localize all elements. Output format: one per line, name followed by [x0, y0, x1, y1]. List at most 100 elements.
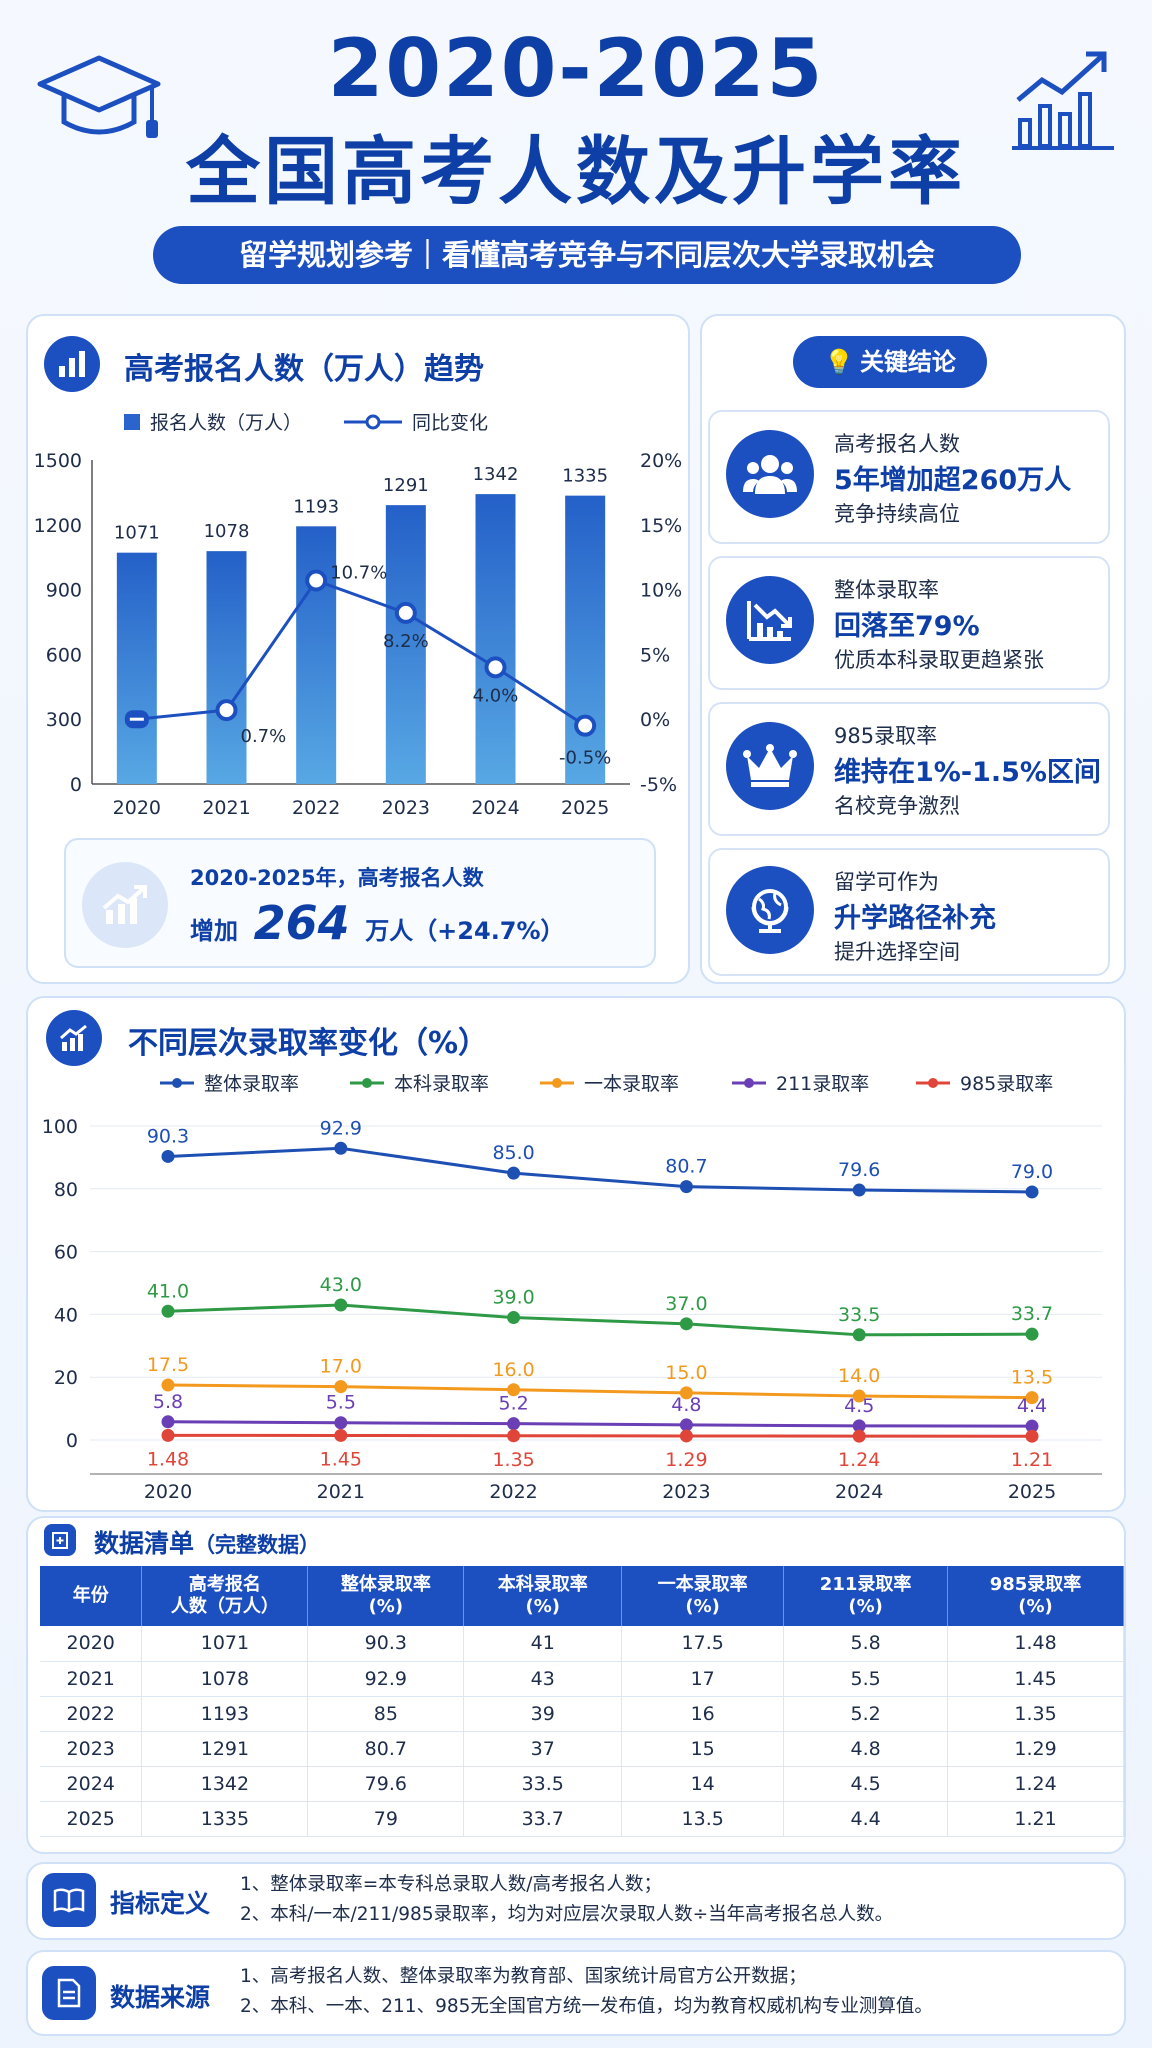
bar-2021 — [206, 551, 247, 784]
series-value-label: 14.0 — [838, 1365, 880, 1387]
table-cell: 1.45 — [947, 1661, 1124, 1697]
source-line-2: 2、本科、一本、211、985无全国官方统一发布值，均为教育权威机构专业测算值。 — [240, 1996, 933, 2017]
y2-tick-label: 10% — [640, 580, 682, 602]
table-cell: 5.5 — [783, 1661, 949, 1697]
legend-marker — [744, 1078, 754, 1088]
table-header-cell: 985录取率 (%) — [947, 1566, 1124, 1626]
table-cell: 2021 — [40, 1661, 143, 1697]
series-point — [507, 1311, 521, 1325]
clipboard-icon — [44, 1524, 76, 1556]
bar-value-label: 1193 — [293, 496, 339, 517]
yoy-change-line — [136, 578, 586, 727]
table-header-cell: 整体录取率 (%) — [307, 1566, 465, 1626]
key-point-3-note: 名校竞争激烈 — [834, 794, 960, 818]
y-tick-label: 40 — [54, 1304, 78, 1326]
series-value-label: 37.0 — [665, 1293, 707, 1315]
y-tick-label: 1200 — [34, 515, 82, 537]
key-point-3-highlight: 维持在1%-1.5%区间 — [834, 757, 1101, 788]
series-value-label: 41.0 — [147, 1280, 189, 1302]
legend-bar-swatch — [124, 413, 140, 430]
yoy-point — [305, 569, 328, 592]
x-tick-label: 2025 — [561, 797, 609, 819]
sources-card — [26, 1950, 1126, 2036]
key-point-4: 留学可作为 升学路径补充 提升选择空间 — [708, 848, 1110, 976]
summary-prefix: 增加 — [190, 917, 238, 945]
y-tick-label: 900 — [46, 580, 82, 602]
series-line-4 — [167, 1433, 1033, 1438]
trend-chart-icon — [46, 1010, 102, 1066]
series-point — [1025, 1419, 1039, 1433]
table-cell: 1193 — [141, 1696, 309, 1732]
table-cell: 2025 — [40, 1801, 143, 1837]
series-value-label: 33.5 — [838, 1304, 880, 1326]
line-legend: 整体录取率 本科录取率 一本录取率 211录取率 985录取率 — [160, 1073, 1053, 1095]
table-cell: 4.4 — [783, 1801, 949, 1837]
bar-2023 — [385, 505, 426, 784]
y-tick-label: 300 — [46, 709, 82, 731]
series-value-label: 1.45 — [320, 1448, 362, 1470]
y-tick-label: 20 — [54, 1367, 78, 1389]
yoy-value-label: 0.7% — [241, 726, 287, 747]
bar-2022 — [296, 526, 337, 784]
series-value-label: 4.8 — [671, 1394, 701, 1416]
key-point-1-highlight: 5年增加超260万人 — [834, 465, 1072, 496]
key-point-1-note: 竞争持续高位 — [834, 502, 960, 526]
series-point — [507, 1383, 521, 1397]
page-title-year: 2020-2025 — [327, 22, 825, 115]
bar-value-label: 1342 — [473, 464, 519, 485]
yoy-point-dash — [129, 717, 144, 721]
series-point — [161, 1415, 175, 1429]
yoy-point — [574, 714, 597, 737]
y-tick-label: 0 — [66, 1430, 78, 1452]
series-value-label: 79.0 — [1011, 1161, 1053, 1183]
series-value-label: 1.24 — [838, 1449, 880, 1471]
series-value-label: 85.0 — [492, 1142, 534, 1164]
series-point — [679, 1429, 693, 1443]
x-tick-label: 2022 — [489, 1481, 537, 1503]
key-findings-title: 💡 关键结论 — [793, 336, 987, 388]
x-tick-label: 2025 — [1008, 1481, 1056, 1503]
bar-value-label: 1078 — [204, 521, 250, 542]
table-header-cell: 一本录取率 (%) — [621, 1566, 785, 1626]
legend-line-swatch — [344, 414, 403, 429]
series-point — [161, 1428, 175, 1442]
x-tick-label: 2020 — [144, 1481, 192, 1503]
series-value-label: 80.7 — [665, 1156, 707, 1178]
table-cell: 2022 — [40, 1696, 143, 1732]
table-cell: 2020 — [40, 1626, 143, 1662]
crown-icon — [726, 722, 814, 810]
table-cell: 5.2 — [783, 1696, 949, 1732]
table-cell: 14 — [621, 1766, 785, 1802]
series-point — [679, 1180, 693, 1194]
series-value-label: 1.29 — [665, 1449, 707, 1471]
page-subtitle: 留学规划参考｜看懂高考竞争与不同层次大学录取机会 — [153, 226, 1021, 284]
table-header-cell: 211录取率 (%) — [783, 1566, 949, 1626]
globe-icon — [726, 866, 814, 954]
bar-value-label: 1335 — [562, 466, 608, 487]
legend-line-label: 同比变化 — [412, 412, 489, 434]
growth-chart-icon — [1008, 44, 1118, 154]
series-value-label: 5.8 — [153, 1391, 183, 1413]
table-cell: 5.8 — [783, 1626, 949, 1662]
table-cell: 33.7 — [463, 1801, 623, 1837]
definition-line-2: 2、本科/一本/211/985录取率，均为对应层次录取人数÷当年高考报名总人数。 — [240, 1904, 894, 1925]
table-cell: 1342 — [141, 1766, 309, 1802]
key-point-3-label: 985录取率 — [834, 724, 938, 748]
legend-marker — [552, 1078, 562, 1088]
series-point — [852, 1429, 866, 1443]
table-row: 2024 1342 79.6 33.5 14 4.5 1.24 — [40, 1766, 1124, 1802]
table-cell: 1071 — [141, 1626, 309, 1662]
series-line-2 — [167, 1383, 1033, 1400]
series-point — [507, 1166, 521, 1180]
legend-bar-label: 报名人数（万人） — [150, 412, 303, 434]
series-point — [334, 1380, 348, 1394]
series-point — [161, 1149, 175, 1163]
bar-2020 — [116, 552, 157, 784]
series-point — [1025, 1391, 1039, 1405]
y2-tick-label: 5% — [640, 644, 670, 666]
key-point-4-highlight: 升学路径补充 — [834, 903, 996, 934]
enrollment-trend-title: 高考报名人数（万人）趋势 — [124, 352, 484, 387]
book-icon — [42, 1873, 96, 1927]
data-table: 年份 高考报名 人数（万人） 整体录取率 (%) 本科录取率 (%) 一本录取率 (%)… — [40, 1566, 1124, 1837]
legend-marker — [172, 1078, 182, 1088]
